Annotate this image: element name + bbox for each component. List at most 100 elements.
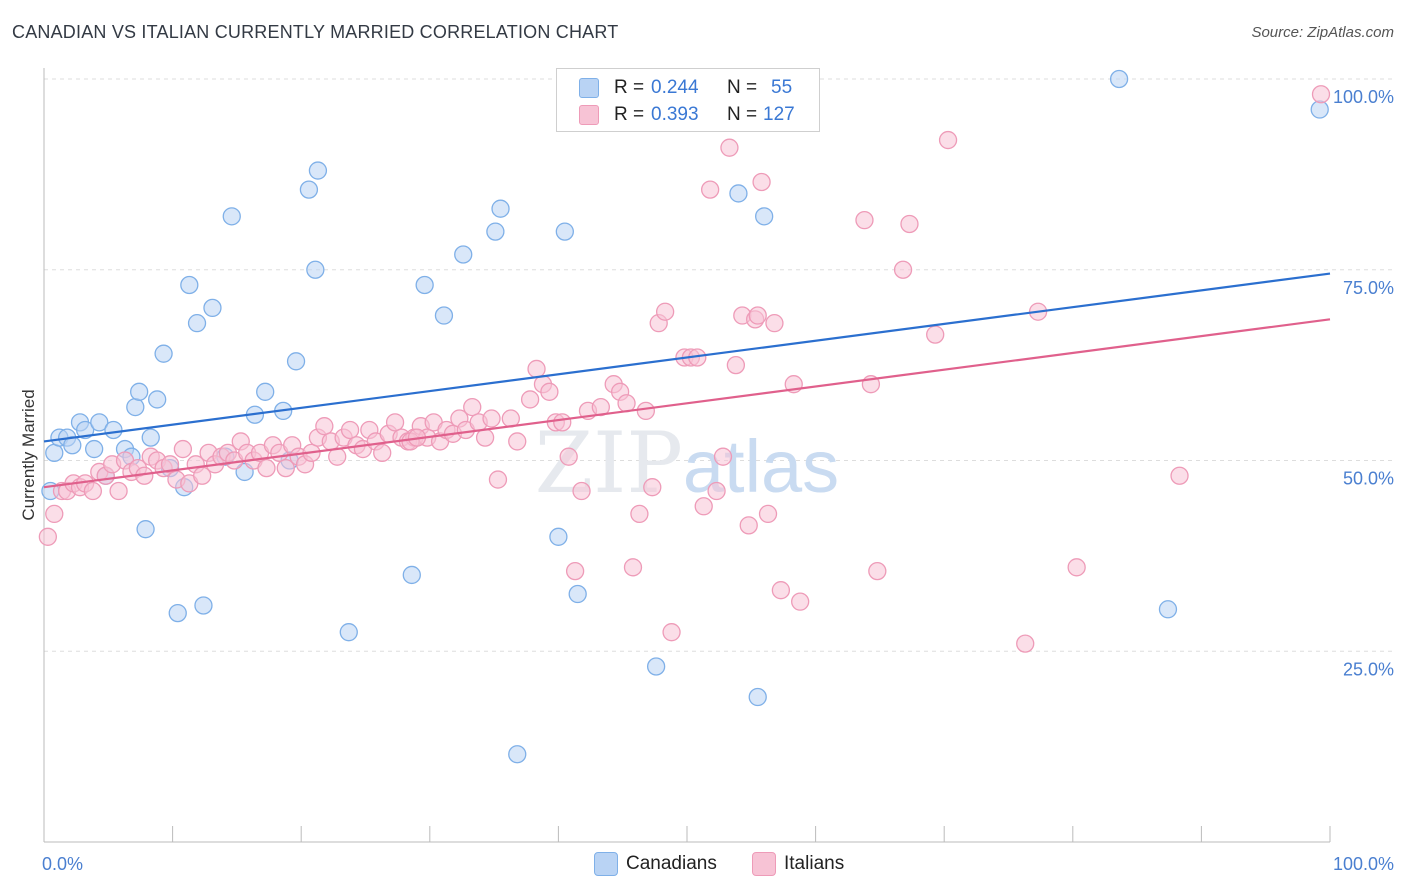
canadians-point xyxy=(299,180,319,199)
italians-point xyxy=(463,397,482,417)
canadians-point xyxy=(104,420,123,440)
x-tick-label-min: 0.0% xyxy=(42,854,83,874)
italians-point xyxy=(553,413,572,432)
canadians-point xyxy=(90,413,109,432)
canadians-point xyxy=(549,527,568,546)
canadians-point xyxy=(45,443,64,463)
canadians-point xyxy=(434,306,454,325)
canadians-point xyxy=(141,428,160,447)
italians-point xyxy=(527,359,546,379)
canadians-point xyxy=(339,623,358,642)
canadians-point xyxy=(1310,100,1329,119)
canadians-point xyxy=(85,439,104,459)
italians-point xyxy=(1311,85,1331,104)
canadians-point xyxy=(729,184,748,203)
italians-point xyxy=(868,561,887,581)
italians-point xyxy=(565,561,585,581)
canadians-swatch xyxy=(579,78,599,98)
italians-point xyxy=(739,516,758,535)
n-value: 127 xyxy=(763,104,795,125)
italians-point xyxy=(508,432,527,451)
canadians-point xyxy=(415,275,434,295)
canadians-point xyxy=(136,520,155,539)
italians-point xyxy=(83,481,103,501)
canadians-point xyxy=(148,390,167,409)
italians-legend-label: Italians xyxy=(784,853,845,875)
italians-point xyxy=(694,497,713,516)
legend-canadians: Canadians xyxy=(594,852,717,876)
italians-point xyxy=(707,481,726,501)
italians-point xyxy=(1016,634,1035,653)
italians-point xyxy=(559,447,578,466)
x-ticks xyxy=(43,826,1331,842)
italians-point xyxy=(771,581,791,600)
italians-point xyxy=(926,325,945,344)
italians-point xyxy=(636,401,655,421)
italians-point xyxy=(758,504,778,524)
italians-point xyxy=(160,455,180,474)
canadians-point xyxy=(1158,600,1178,619)
italians-point xyxy=(713,447,733,466)
canadians-point xyxy=(256,382,275,401)
italians-point xyxy=(173,439,193,459)
italians-point xyxy=(540,382,559,401)
canadians-point xyxy=(194,596,213,615)
italians-point xyxy=(662,623,681,642)
canadians-legend-label: Canadians xyxy=(626,853,717,875)
italians-point xyxy=(791,592,810,611)
canadians-point xyxy=(187,314,207,333)
italians-point xyxy=(726,355,746,375)
italians-point xyxy=(765,314,784,333)
canadians-point xyxy=(491,199,510,218)
canadians-point xyxy=(486,222,505,241)
legend-italians: Italians xyxy=(752,852,844,876)
canadians-point xyxy=(555,222,574,241)
y-axis-label: Currently Married xyxy=(19,389,38,520)
r-value: 0.244 xyxy=(651,77,699,98)
canadians-point xyxy=(1109,69,1129,89)
italians-point xyxy=(373,443,392,463)
italians-point xyxy=(475,428,495,447)
italians-point xyxy=(276,458,295,478)
legend-row-italians: R = 0.393 N = 127 xyxy=(557,102,819,128)
italians-point xyxy=(38,527,58,546)
canadians-point xyxy=(76,420,95,440)
italians-point xyxy=(748,306,767,325)
y-tick-label: 50.0% xyxy=(1343,469,1394,489)
italians-point xyxy=(752,172,771,192)
canadians-point xyxy=(130,382,149,401)
italians-point xyxy=(109,481,128,501)
n-value: 55 xyxy=(771,77,793,98)
canadians-point xyxy=(646,657,666,676)
canadians-trend-line xyxy=(43,272,1331,443)
italians-swatch xyxy=(579,105,599,125)
y-tick-label: 100.0% xyxy=(1333,87,1394,107)
canadians-point xyxy=(454,245,473,264)
r-label: R = xyxy=(614,104,645,125)
y-tick-label: 75.0% xyxy=(1343,278,1394,298)
n-label: N = xyxy=(727,77,758,98)
canadians-point xyxy=(568,584,587,604)
italians-point xyxy=(855,211,874,230)
correlation-legend: R = 0.244 N = 55 R = 0.393 N = 127 xyxy=(556,68,820,132)
chart-title: CANADIAN VS ITALIAN CURRENTLY MARRIED CO… xyxy=(12,22,619,42)
italians-point xyxy=(1170,466,1189,485)
italians-point xyxy=(488,470,508,489)
italians-point xyxy=(572,481,591,501)
grid xyxy=(44,78,1393,652)
italians-point xyxy=(340,420,360,440)
canadians-point xyxy=(755,207,774,226)
canadians-point xyxy=(180,275,199,295)
canadians-point xyxy=(748,687,767,707)
italians-point xyxy=(520,390,540,409)
canadians-point xyxy=(286,352,306,371)
italians-point xyxy=(643,478,662,497)
canadians-legend-swatch xyxy=(594,852,618,876)
italians-point xyxy=(700,180,720,199)
italians-point xyxy=(900,214,919,234)
canadians-point xyxy=(308,161,328,180)
italians-point xyxy=(1067,558,1086,577)
italians-point xyxy=(938,130,958,150)
trend-lines xyxy=(43,272,1331,489)
